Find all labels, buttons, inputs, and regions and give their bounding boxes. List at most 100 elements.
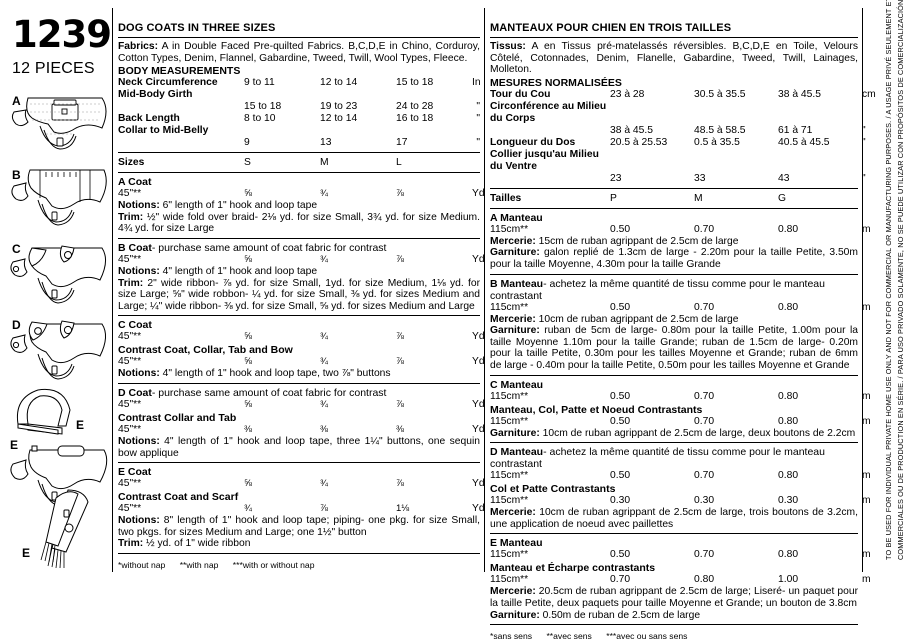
view-label-c: C xyxy=(12,242,21,256)
garment-note: Garniture: galon replié de 1.3cm de larg… xyxy=(490,247,858,270)
view-illustration-b: B xyxy=(2,162,112,230)
french-garment-c: C Manteau 115cm** 0.50 0.70 0.80 m Manteau, … xyxy=(490,378,871,440)
garment-note: Trim: ½" wide fold over braid- 2⅛ yd. fo… xyxy=(118,211,480,235)
yardage-row: 115cm** 0.70 0.80 1.00 m xyxy=(490,574,871,586)
divider xyxy=(118,237,480,239)
table-row: 38 à 45.5 48.5 à 58.5 61 à 71 " xyxy=(610,124,866,136)
french-footnotes: *sans sens **avec sens ***avec ou sans s… xyxy=(490,631,858,641)
footnote-without-nap: *without nap xyxy=(118,559,166,570)
table-row: Tour du Cou 23 à 28 30.5 à 35.5 38 à 45.5 cm xyxy=(490,88,876,100)
french-column: MANTEAUX POUR CHIEN EN TROIS TAILLES Tis… xyxy=(490,22,876,641)
garment-note: Notions: 4" length of 1" hook and loop t… xyxy=(118,435,480,459)
dog-coat-d-drawing xyxy=(10,320,106,380)
yardage-row: 45"** ⅝ ¾ ⅞ Yd xyxy=(118,478,485,490)
french-fabrics-label: Tissus: xyxy=(490,41,526,52)
garment-heading: C Manteau xyxy=(490,378,544,391)
garment-heading: B Coat- purchase same amount of coat fab… xyxy=(118,241,387,254)
garment-heading: C Coat xyxy=(118,319,152,332)
table-row: Collar to Mid-Belly xyxy=(118,125,209,137)
english-footnotes: *without nap **with nap ***with or witho… xyxy=(118,560,480,570)
divider xyxy=(490,374,858,376)
garment-heading: B Manteau- achetez la même quantité de t… xyxy=(490,277,825,302)
yardage-row: 115cm** 0.50 0.70 0.80 m xyxy=(490,470,871,482)
divider xyxy=(490,273,858,275)
english-garment-e: E Coat 45"** ⅝ ¾ ⅞ Yd Contrast Coat and Scar… xyxy=(118,466,485,550)
view-illustration-e-coat: E xyxy=(2,438,112,508)
table-row: Collier jusqu'au Milieu du Ventre xyxy=(490,148,599,172)
illustration-column: 1239 12 PIECES A xyxy=(0,0,112,580)
english-garment-d: D Coat- purchase same amount of coat fab… xyxy=(118,387,485,459)
garment-note: Mercerie: 10cm de ruban agrippant de 2.5… xyxy=(490,507,858,530)
table-row: Back Length 8 to 10 12 to 14 16 to 18 " xyxy=(118,113,480,125)
view-illustration-e-hood: E xyxy=(2,382,112,440)
yardage-row: 45"** ⅝ ¾ ⅞ Yd xyxy=(118,253,485,265)
yardage-row: 115cm** 0.50 0.70 0.80 m xyxy=(490,301,871,313)
yardage-row: 115cm** 0.50 0.70 0.80 m xyxy=(490,415,871,427)
footnote-with-nap: **with nap xyxy=(179,559,219,570)
yardage-row: 115cm** 0.50 0.70 0.80 m xyxy=(490,223,871,235)
legal-notice-line-1: TO BE USED FOR INDIVIDUAL PRIVATE HOME U… xyxy=(884,0,893,560)
garment-heading: D Manteau- achetez la même quantité de t… xyxy=(490,446,825,471)
table-row: Neck Circumference 9 to 11 12 to 14 15 to 1… xyxy=(118,77,481,89)
french-fabrics: Tissus: A en Tissus pré-matelassés réver… xyxy=(490,41,858,76)
table-row: Circonférence au Milieu du Corps xyxy=(490,100,607,124)
dog-coat-a-drawing xyxy=(11,97,107,150)
column-divider-center xyxy=(484,8,485,572)
garment-note: Notions: 4" length of 1" hook and loop t… xyxy=(118,368,391,380)
yardage-subhead: Contrast Coat and Scarf xyxy=(118,491,239,504)
view-illustration-a: A xyxy=(2,88,112,156)
french-measurements-table: Tour du Cou 23 à 28 30.5 à 35.5 38 à 45.5 cm… xyxy=(490,88,876,185)
divider xyxy=(490,533,858,535)
english-measurements-table: Neck Circumference 9 to 11 12 to 14 15 to 1… xyxy=(118,77,481,149)
divider xyxy=(118,172,480,174)
english-measurements-title: BODY MEASUREMENTS xyxy=(118,65,241,78)
english-column: DOG COATS IN THREE SIZES Fabrics: A in D… xyxy=(118,22,485,570)
view-label-e-hood: E xyxy=(76,418,85,432)
yardage-subhead: Manteau et Écharpe contrastants xyxy=(490,562,656,575)
yardage-row: 115cm** 0.30 0.30 0.30 m xyxy=(490,495,871,507)
yardage-row: 115cm** 0.50 0.70 0.80 m xyxy=(490,549,871,561)
divider xyxy=(490,442,858,444)
divider xyxy=(490,37,858,38)
footnote-with-or-without-nap: ***with or without nap xyxy=(232,559,315,570)
dog-coat-b-drawing xyxy=(11,169,107,226)
yardage-row: 45"** ⅝ ¾ ⅞ Yd xyxy=(118,331,485,343)
french-garment-b: B Manteau- achetez la même quantité de t… xyxy=(490,277,871,372)
french-sizes-row: Tailles P M G xyxy=(490,192,787,204)
yardage-subhead: Contrast Coat, Collar, Tab and Bow xyxy=(118,344,293,357)
divider xyxy=(118,382,480,384)
garment-note: Mercerie: 20.5cm de ruban agrippant de 2… xyxy=(490,586,858,609)
english-fabrics-label: Fabrics: xyxy=(118,41,159,52)
column-divider-left xyxy=(112,8,113,572)
divider xyxy=(118,552,480,554)
divider xyxy=(118,462,480,464)
french-title: MANTEAUX POUR CHIEN EN TROIS TAILLES xyxy=(490,22,732,34)
table-row: 9 13 17 " xyxy=(244,137,480,149)
view-illustration-d: D xyxy=(2,312,112,382)
yardage-row: 45"** ⅝ ¾ ⅞ Yd xyxy=(118,188,485,200)
yardage-row: 45"** ¾ ⅞ 1⅛ Yd xyxy=(118,503,485,515)
view-label-b: B xyxy=(12,168,21,182)
divider xyxy=(490,207,858,209)
divider xyxy=(118,315,480,317)
yardage-row: 115cm** 0.50 0.70 0.80 m xyxy=(490,390,871,402)
footnote-sans-sens: *sans sens xyxy=(490,631,533,641)
view-illustration-c: C xyxy=(2,236,112,308)
view-label-e-scarf: E xyxy=(22,546,31,560)
dog-coat-e-hood-drawing xyxy=(16,388,71,435)
footnote-avec-sens: **avec sens xyxy=(546,631,592,641)
dog-coat-c-drawing xyxy=(10,245,106,304)
garment-note: Mercerie: 15cm de ruban agrippant de 2.5… xyxy=(490,235,739,247)
view-label-e-coat: E xyxy=(10,438,19,452)
english-title: DOG COATS IN THREE SIZES xyxy=(118,22,276,34)
divider xyxy=(118,152,480,154)
garment-heading: E Coat xyxy=(118,466,152,479)
table-row: 15 to 18 19 to 23 24 to 28 " xyxy=(244,101,480,113)
view-label-a: A xyxy=(12,94,21,108)
french-garment-a: A Manteau 115cm** 0.50 0.70 0.80 m Mercerie:… xyxy=(490,212,871,271)
view-label-d: D xyxy=(12,318,21,332)
english-sizes-row: Sizes S M L xyxy=(118,157,402,169)
english-garment-c: C Coat 45"** ⅝ ¾ ⅞ Yd Contrast Coat, Collar,… xyxy=(118,319,485,380)
yardage-row: 45"** ⅝ ¾ ⅞ Yd xyxy=(118,398,485,410)
